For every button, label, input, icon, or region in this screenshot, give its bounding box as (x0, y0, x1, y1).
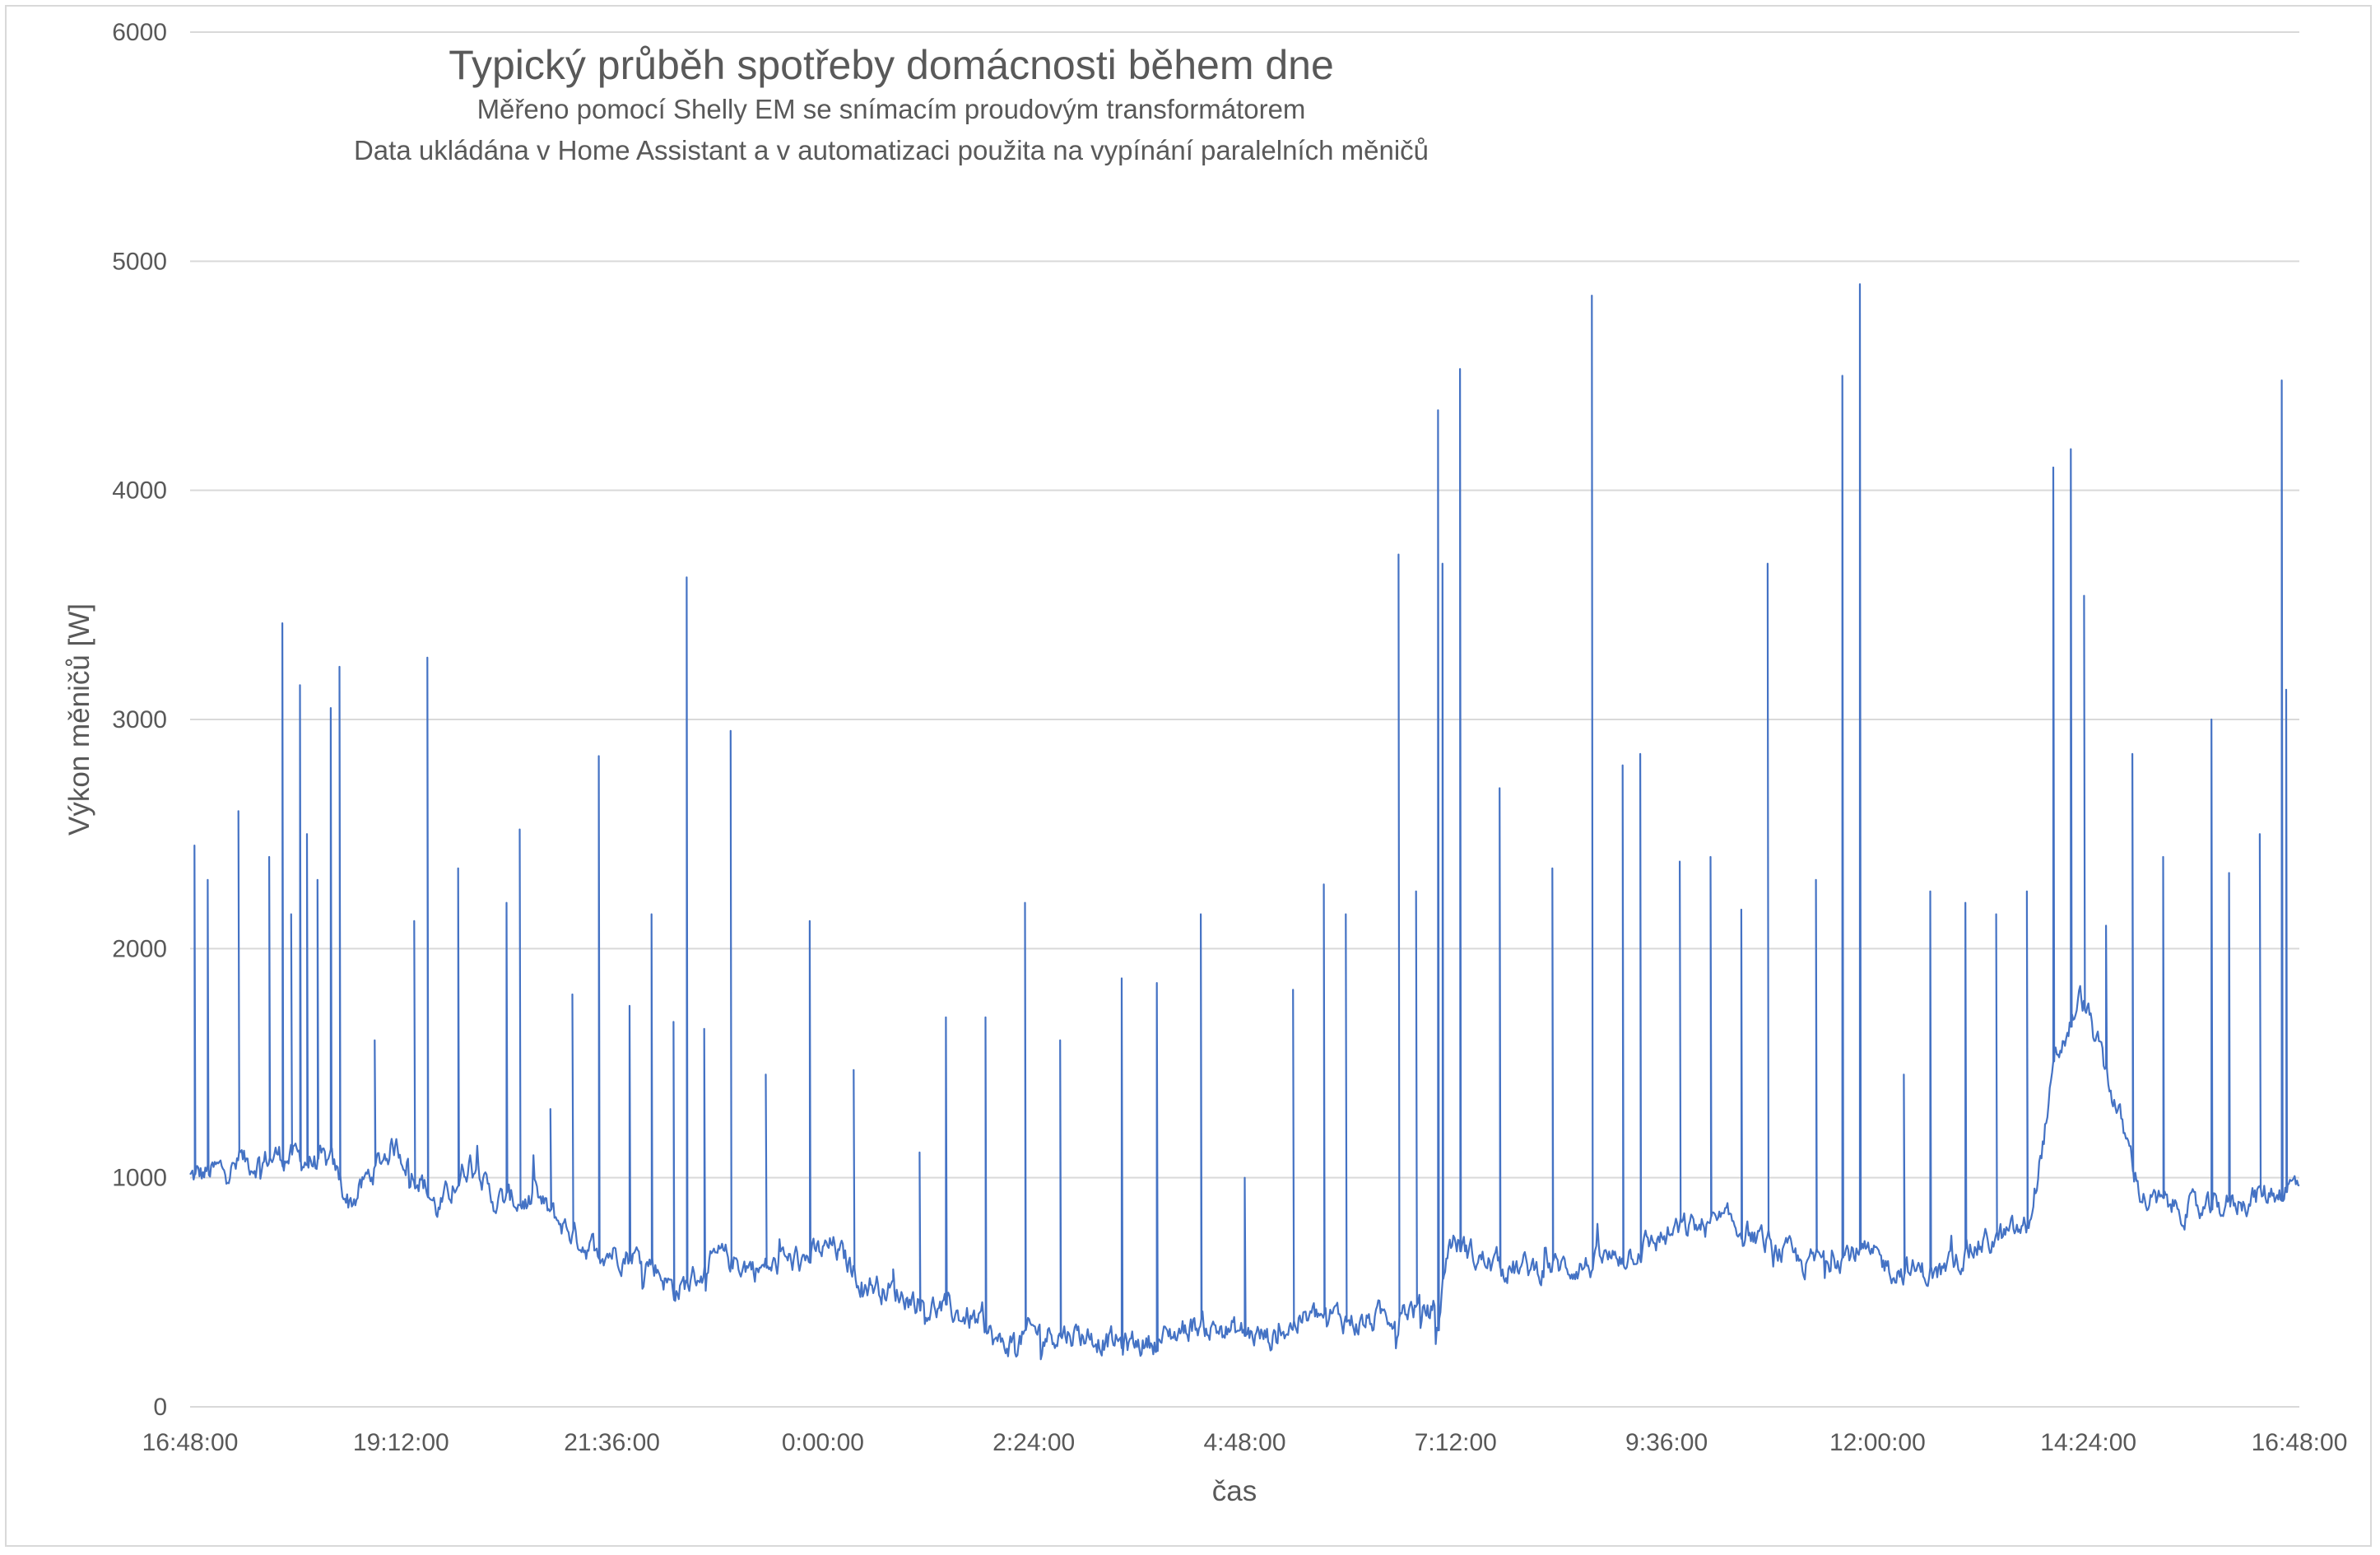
x-tick-label: 2:24:00 (992, 1429, 1075, 1456)
line-chart: 0 1000 2000 3000 4000 5000 6000 16:48:00 19:12:… (63, 19, 2348, 1507)
y-tick-label: 5000 (112, 248, 167, 275)
y-tick-label: 4000 (112, 477, 167, 505)
y-tick-label: 0 (153, 1394, 167, 1421)
x-tick-label: 14:24:00 (2040, 1429, 2136, 1456)
y-tick-label: 1000 (112, 1165, 167, 1192)
x-tick-label: 16:48:00 (142, 1429, 239, 1456)
chart-subtitle-line-1: Měřeno pomocí Shelly EM se snímacím prou… (477, 94, 1306, 124)
chart-subtitle-line-2: Data ukládána v Home Assistant a v autom… (354, 135, 1429, 165)
x-tick-label: 19:12:00 (353, 1429, 449, 1456)
y-tick-label: 6000 (112, 19, 167, 46)
x-tick-label: 16:48:00 (2252, 1429, 2348, 1456)
x-tick-label: 0:00:00 (782, 1429, 864, 1456)
x-tick-label: 9:36:00 (1625, 1429, 1708, 1456)
x-axis-tick-labels: 16:48:00 19:12:00 21:36:00 0:00:00 2:24:00 4:… (142, 1429, 2348, 1456)
x-tick-label: 7:12:00 (1415, 1429, 1497, 1456)
series-layer (189, 283, 2300, 1361)
chart-title: Typický průběh spotřeby domácnosti během… (449, 42, 1334, 88)
x-tick-label: 21:36:00 (564, 1429, 660, 1456)
series-line-power (189, 283, 2300, 1361)
y-axis-title: Výkon měničů [W] (63, 603, 95, 836)
y-tick-label: 2000 (112, 935, 167, 962)
y-axis-tick-labels: 0 1000 2000 3000 4000 5000 6000 (112, 19, 167, 1421)
x-tick-label: 4:48:00 (1203, 1429, 1285, 1456)
y-tick-label: 3000 (112, 706, 167, 733)
x-axis-title: čas (1212, 1475, 1257, 1507)
chart-frame: 0 1000 2000 3000 4000 5000 6000 16:48:00 19:12:… (5, 5, 2372, 1547)
gridlines (190, 31, 2299, 1408)
x-tick-label: 12:00:00 (1829, 1429, 1926, 1456)
